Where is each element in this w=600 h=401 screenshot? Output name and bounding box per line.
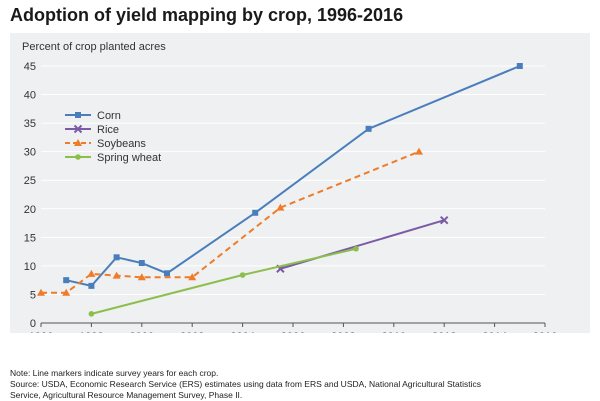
legend-marker-soybeans: [74, 139, 82, 146]
source-line: Source: USDA, Economic Research Service …: [10, 379, 481, 389]
series-soybeans: [37, 147, 423, 296]
legend-item-rice: Rice: [65, 124, 119, 136]
data-point-corn: [63, 277, 70, 284]
chart-title: Adoption of yield mapping by crop, 1996-…: [10, 5, 404, 25]
x-tick-label: 2002: [180, 331, 204, 333]
data-point-soybeans: [188, 273, 197, 281]
data-point-spring-wheat: [88, 311, 95, 317]
legend-label-corn: Corn: [97, 110, 121, 122]
y-tick-label: 35: [24, 118, 36, 130]
legend-label-spring-wheat: Spring wheat: [97, 152, 161, 164]
x-tick-label: 2010: [382, 331, 406, 333]
series-spring-wheat: [88, 245, 359, 317]
x-tick-label: 1998: [79, 331, 103, 333]
legend-item-spring-wheat: Spring wheat: [65, 152, 161, 164]
x-tick-label: 2006: [281, 331, 305, 333]
source-line-continued: Service, Agricultural Resource Managemen…: [10, 390, 243, 400]
note-line: Note: Line markers indicate survey years…: [10, 368, 219, 378]
data-point-corn: [252, 209, 259, 216]
data-point-soybeans: [112, 271, 121, 279]
data-point-rice-stroke: [439, 215, 449, 225]
legend-label-rice: Rice: [97, 124, 119, 136]
series-line-spring-wheat: [91, 247, 357, 315]
legend-marker-corn: [75, 112, 81, 118]
gridlines: [41, 65, 545, 324]
axes: Percent of crop planted acres 0 5 10 15 20 25 3…: [22, 41, 557, 333]
y-tick-label: 40: [24, 90, 36, 102]
y-tick-label: 45: [24, 61, 36, 73]
y-tick-label: 5: [30, 289, 36, 301]
data-point-corn: [138, 260, 145, 267]
y-tick-label: 15: [24, 232, 36, 244]
legend: Corn Rice Soybeans Spring wheat: [65, 110, 161, 164]
data-point-soybeans: [137, 273, 146, 281]
legend-marker-rice: [73, 124, 83, 134]
legend-label-soybeans: Soybeans: [97, 138, 146, 150]
x-tick-label: 2004: [230, 331, 254, 333]
data-point-soybeans: [415, 147, 423, 155]
data-point-rice: [439, 215, 449, 225]
y-tick-label: 25: [24, 175, 36, 187]
data-point-corn: [365, 125, 372, 132]
data-point-soybeans: [37, 288, 45, 296]
series-line-soybeans: [41, 150, 420, 294]
legend-item-soybeans: Soybeans: [65, 138, 146, 150]
series-corn: [63, 63, 523, 289]
legend-marker-rice-stroke: [73, 124, 83, 134]
line-chart: Percent of crop planted acres 0 5 10 15 20 25 3…: [22, 41, 557, 333]
legend-item-corn: Corn: [65, 110, 121, 122]
data-point-soybeans: [276, 203, 285, 211]
data-point-corn: [113, 254, 120, 261]
x-tick-label: 2012: [432, 331, 456, 333]
x-tick-label: 1996: [29, 331, 53, 333]
x-tick-label: 2008: [331, 331, 355, 333]
y-tick-label: 0: [30, 318, 36, 330]
data-point-soybeans: [62, 288, 71, 296]
data-point-corn: [516, 63, 523, 69]
data-point-spring-wheat: [353, 245, 359, 252]
x-tick-label: 2000: [130, 331, 154, 333]
data-point-soybeans: [87, 269, 96, 277]
chart-panel: Percent of crop planted acres 0 5 10 15 20 25 3…: [10, 33, 590, 333]
y-tick-label: 30: [24, 147, 36, 159]
chart-notes: Note: Line markers indicate survey years…: [10, 368, 481, 401]
y-axis-label: Percent of crop planted acres: [22, 41, 166, 53]
data-point-corn: [164, 270, 170, 277]
x-tick-label: 2016: [533, 331, 557, 333]
x-tick-label: 2014: [482, 331, 506, 333]
y-tick-label: 10: [24, 261, 36, 273]
data-point-corn: [88, 282, 95, 289]
y-tick-label: 20: [24, 204, 36, 216]
series-line-corn: [65, 65, 521, 287]
data-point-spring-wheat: [239, 272, 246, 278]
series-rice: [276, 215, 449, 273]
series-layer: [37, 63, 523, 317]
legend-marker-spring-wheat: [75, 154, 81, 160]
